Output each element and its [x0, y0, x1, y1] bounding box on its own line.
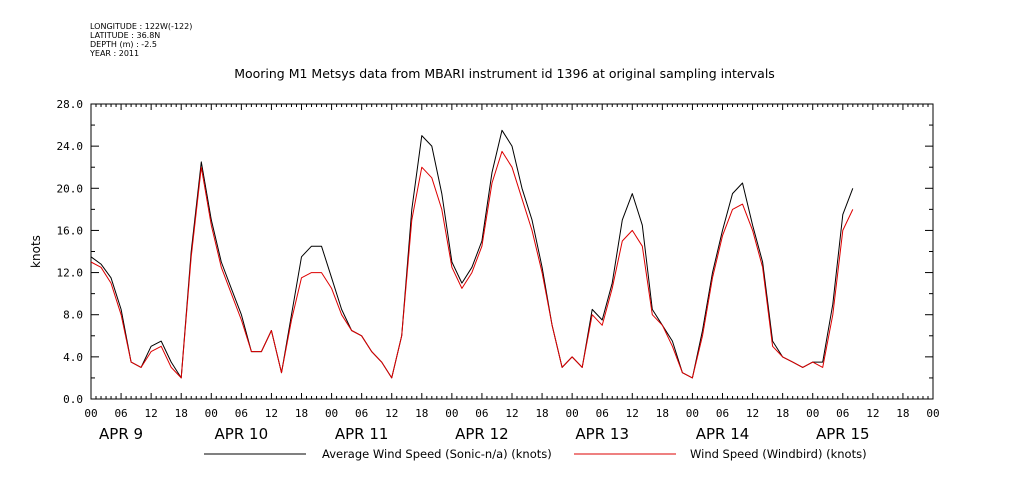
series-line-average-wind-speed [90, 129, 854, 379]
series-line-windbird-wind-speed [90, 150, 854, 379]
x-tick-label: 12 [145, 407, 158, 420]
x-tick-label: 00 [325, 407, 338, 420]
y-tick-label: 24.0 [57, 140, 84, 153]
x-tick-label: 12 [866, 407, 879, 420]
day-label: APR 13 [575, 425, 629, 443]
x-tick-label: 00 [926, 407, 939, 420]
x-tick-label: 12 [626, 407, 639, 420]
y-tick-label: 12.0 [57, 267, 84, 280]
x-tick-label: 00 [806, 407, 819, 420]
x-tick-label: 18 [175, 407, 188, 420]
x-tick-label: 00 [566, 407, 579, 420]
day-label: APR 11 [335, 425, 389, 443]
chart-title: Mooring M1 Metsys data from MBARI instru… [234, 66, 775, 81]
x-tick-label: 00 [686, 407, 699, 420]
x-tick-label: 12 [746, 407, 759, 420]
x-tick-label: 18 [295, 407, 308, 420]
x-tick-label: 18 [896, 407, 909, 420]
x-tick-label: 18 [656, 407, 669, 420]
longitude-label: LONGITUDE : 122W(-122) [90, 22, 193, 31]
x-tick-label: 06 [355, 407, 368, 420]
x-tick-label: 12 [265, 407, 278, 420]
year-label: YEAR : 2011 [90, 49, 140, 58]
day-label: APR 12 [455, 425, 509, 443]
x-tick-label: 06 [235, 407, 248, 420]
x-tick-label: 06 [596, 407, 609, 420]
x-tick-label: 06 [114, 407, 127, 420]
x-tick-label: 00 [445, 407, 458, 420]
x-tick-label: 00 [205, 407, 218, 420]
y-tick-label: 20.0 [57, 182, 84, 195]
x-tick-label: 18 [776, 407, 789, 420]
y-tick-label: 4.0 [63, 351, 83, 364]
x-tick-label: 06 [475, 407, 488, 420]
day-label: APR 9 [99, 425, 143, 443]
y-tick-label: 8.0 [63, 309, 83, 322]
y-tick-label: 0.0 [63, 393, 83, 406]
x-tick-label: 00 [84, 407, 97, 420]
legend-entry: Wind Speed (Windbird) (knots) [690, 447, 867, 461]
x-tick-label: 18 [535, 407, 548, 420]
day-label: APR 14 [696, 425, 750, 443]
x-tick-label: 18 [415, 407, 428, 420]
day-label: APR 15 [816, 425, 870, 443]
y-axis-label: knots [29, 235, 43, 268]
x-tick-label: 12 [385, 407, 398, 420]
x-tick-label: 06 [836, 407, 849, 420]
y-tick-label: 16.0 [57, 224, 84, 237]
y-tick-label: 28.0 [57, 98, 84, 111]
x-tick-label: 06 [716, 407, 729, 420]
latitude-label: LATITUDE : 36.8N [90, 31, 161, 40]
depth-label: DEPTH (m) : -2.5 [90, 40, 157, 49]
day-label: APR 10 [215, 425, 269, 443]
legend-entry: Average Wind Speed (Sonic-n/a) (knots) [322, 447, 552, 461]
x-tick-label: 12 [505, 407, 518, 420]
